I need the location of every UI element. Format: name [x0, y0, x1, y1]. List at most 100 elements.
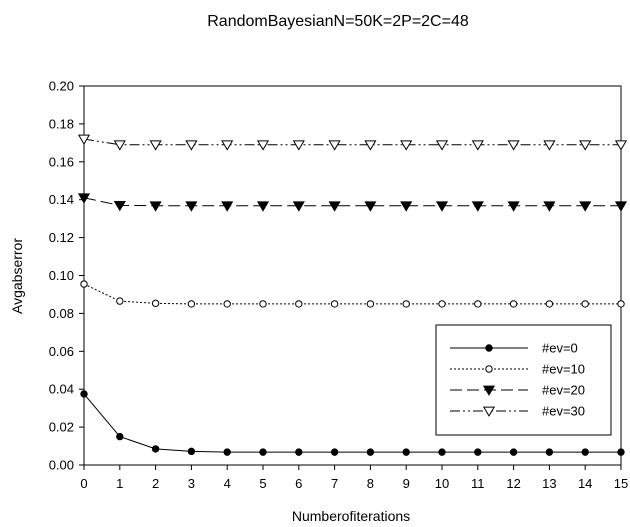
data-point	[256, 201, 270, 212]
data-point	[438, 300, 446, 308]
x-tick-label: 5	[259, 476, 266, 491]
data-point	[507, 201, 520, 212]
data-point	[509, 300, 518, 308]
data-point	[116, 432, 124, 441]
series-1	[80, 280, 625, 308]
data-point	[292, 140, 305, 151]
data-point	[364, 201, 377, 212]
data-point	[223, 300, 231, 308]
x-tick-label: 2	[152, 476, 159, 491]
data-point	[185, 201, 198, 212]
x-tick-label: 12	[506, 476, 520, 491]
data-point	[614, 201, 628, 212]
data-point	[80, 390, 88, 398]
data-point	[80, 280, 88, 288]
data-point	[543, 140, 556, 151]
y-tick-label: 0.10	[49, 268, 74, 283]
x-tick-label: 11	[471, 476, 485, 491]
data-point	[400, 201, 413, 212]
data-point	[402, 300, 410, 308]
data-point	[187, 447, 196, 456]
data-point	[579, 140, 592, 151]
x-tick-label: 10	[435, 476, 449, 491]
x-tick-label: 8	[367, 476, 374, 491]
data-point	[366, 448, 375, 456]
data-point	[151, 445, 160, 453]
data-point	[187, 300, 196, 308]
x-tick-label: 6	[295, 476, 302, 491]
y-tick-label: 0.12	[49, 230, 74, 245]
x-axis-title: Numberofiterations	[292, 508, 410, 524]
y-tick-label: 0.00	[49, 458, 74, 473]
series-line	[83, 138, 621, 146]
y-tick-label: 0.14	[49, 192, 74, 207]
data-point	[295, 300, 303, 308]
data-point	[545, 448, 554, 456]
data-point	[328, 140, 341, 151]
x-tick-label: 15	[614, 476, 628, 491]
series-0	[80, 390, 625, 456]
data-point	[330, 300, 339, 308]
legend-label: #ev=30	[542, 404, 585, 419]
y-tick-label: 0.18	[49, 116, 74, 131]
data-point	[543, 201, 556, 212]
data-point	[364, 140, 377, 151]
series-line	[83, 197, 621, 207]
data-point	[151, 299, 160, 308]
legend-item: #ev=20	[450, 383, 585, 398]
x-tick-label: 4	[224, 476, 231, 491]
y-tick-label: 0.02	[49, 420, 74, 435]
data-point	[474, 300, 482, 308]
x-tick-label: 13	[542, 476, 556, 491]
data-point	[149, 140, 162, 151]
data-point	[579, 201, 592, 212]
data-point	[617, 448, 625, 456]
data-point	[113, 140, 126, 151]
data-point	[400, 140, 413, 151]
y-axis-title: Avgabserror	[9, 238, 25, 314]
data-point	[581, 448, 589, 456]
data-point	[149, 201, 162, 212]
legend-label: #ev=0	[542, 341, 578, 356]
data-point	[614, 140, 628, 151]
data-point	[435, 201, 449, 212]
data-point	[116, 297, 124, 305]
data-point	[221, 140, 234, 151]
data-point	[471, 201, 484, 212]
legend-label: #ev=10	[542, 362, 585, 377]
y-tick-label: 0.06	[49, 344, 74, 359]
data-point	[435, 140, 449, 151]
legend-label: #ev=20	[542, 383, 585, 398]
data-point	[295, 448, 303, 456]
data-point	[77, 134, 91, 145]
data-point	[438, 448, 446, 456]
data-point	[545, 300, 554, 308]
data-point	[402, 448, 410, 456]
legend-marker	[482, 406, 496, 417]
data-point	[617, 300, 625, 308]
chart-title: RandomBayesianN=50K=2P=2C=48	[207, 13, 469, 30]
series-2	[77, 193, 628, 212]
data-point	[330, 448, 339, 456]
y-tick-label: 0.16	[49, 154, 74, 169]
legend-marker	[485, 365, 493, 373]
data-point	[256, 140, 270, 151]
series-line	[83, 393, 621, 453]
y-tick-label: 0.20	[49, 79, 74, 94]
data-point	[509, 448, 518, 456]
data-point	[185, 140, 198, 151]
data-point	[259, 300, 267, 308]
legend-marker	[482, 385, 496, 396]
x-tick-label: 7	[331, 476, 338, 491]
data-point	[113, 200, 126, 212]
series-line	[83, 283, 621, 305]
x-tick-label: 1	[116, 476, 123, 491]
data-point	[328, 201, 341, 212]
plot-area: 0.00 0.02 0.04 0.06 0.08 0.10 0.12 0.14 0.16 0.18…	[49, 79, 629, 492]
legend-item: #ev=10	[450, 362, 585, 377]
legend-item: #ev=30	[450, 404, 585, 419]
data-point	[507, 140, 520, 151]
x-tick-label: 0	[80, 476, 87, 491]
x-tick-label: 3	[188, 476, 195, 491]
